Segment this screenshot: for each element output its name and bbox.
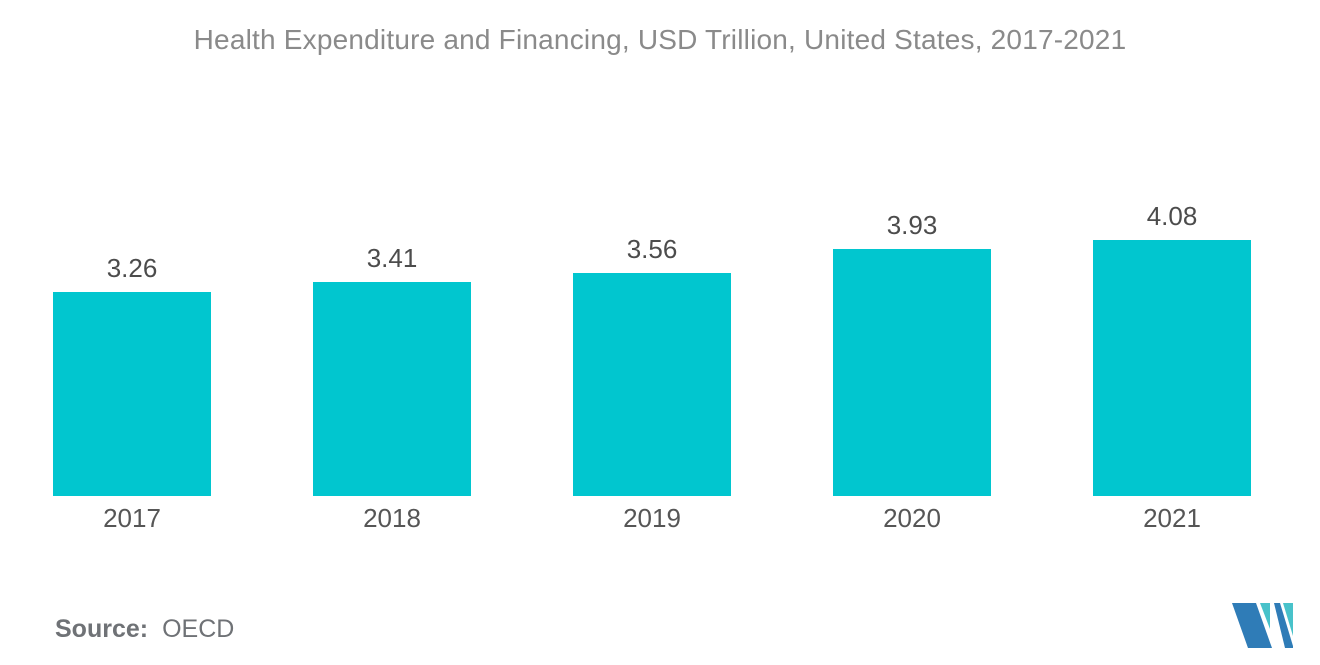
bar	[573, 272, 731, 496]
x-axis-label: 2018	[363, 503, 421, 533]
mordor-intelligence-logo	[1232, 603, 1293, 648]
source-value: OECD	[162, 615, 235, 643]
x-axis-label: 2021	[1143, 503, 1201, 533]
x-axis-label: 2020	[883, 503, 941, 533]
bar-column: 3.41 2018	[262, 245, 522, 540]
bar	[1093, 240, 1251, 496]
bar-column: 3.93 2020	[782, 212, 1042, 540]
logo-middle-triangle-shape	[1260, 603, 1270, 629]
logo-left-stroke-shape	[1232, 603, 1272, 648]
logo-right-stroke-shape	[1274, 603, 1293, 648]
x-axis-label: 2017	[103, 503, 161, 533]
bar-value-label: 3.26	[106, 252, 158, 283]
x-axis-label: 2019	[623, 503, 681, 533]
bar	[313, 282, 471, 496]
bar-column: 3.56 2019	[522, 236, 782, 540]
logo-right-bar-shape	[1283, 603, 1293, 636]
chart-title: Health Expenditure and Financing, USD Tr…	[193, 24, 1127, 55]
bar-value-label: 4.08	[1146, 201, 1198, 231]
bar-value-label: 3.93	[886, 210, 938, 241]
bar	[833, 249, 991, 496]
bar-value-label: 3.41	[366, 243, 418, 273]
bar	[53, 291, 211, 496]
source-line: Source: OECD	[55, 617, 234, 642]
source-label: Source:	[55, 615, 149, 643]
bar-value-label: 3.56	[626, 233, 678, 264]
bar-column: 4.08 2021	[1042, 203, 1302, 540]
bars-row: 3.26 2017 3.41 2018 3.56 2019 3.93 2020 4.08 2021	[2, 0, 1302, 540]
bar-column: 3.26 2017	[2, 255, 262, 541]
